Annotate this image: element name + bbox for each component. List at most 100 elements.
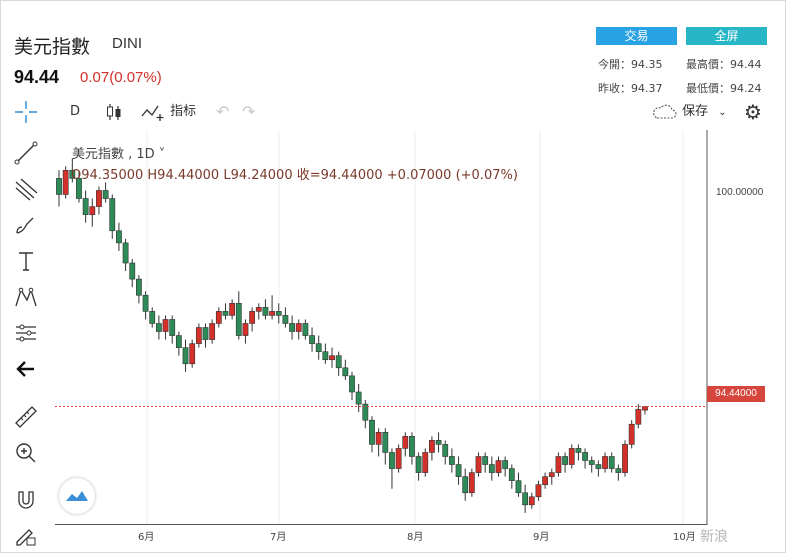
candle-body [229, 303, 236, 316]
gear-icon: ⚙ [744, 100, 762, 124]
pattern-icon [15, 287, 37, 307]
candle-body [582, 452, 588, 461]
candle-body [189, 343, 196, 365]
x-axis-label: 10月 [673, 532, 696, 543]
candle-body [355, 391, 362, 405]
text-icon [19, 252, 33, 271]
candle [315, 335, 322, 360]
indicators-button[interactable]: 指标 [140, 96, 196, 128]
candle-body [289, 323, 295, 332]
candle-body [222, 311, 229, 316]
high-stat: 最高價：94.44 [686, 58, 762, 71]
candle-body [462, 476, 469, 494]
candle-body [369, 419, 375, 445]
tradingview-logo[interactable] [59, 478, 95, 514]
lock-draw-tool[interactable] [8, 520, 44, 550]
last-price: 94.44 [14, 67, 60, 87]
candle-body [82, 198, 89, 215]
candle-body [435, 440, 442, 445]
candle-body [149, 311, 156, 324]
candle-body [282, 315, 289, 324]
candle-body [389, 452, 395, 469]
crosshair-tool[interactable] [12, 96, 40, 128]
redo-button[interactable]: ↷ [242, 102, 256, 121]
candle [588, 456, 595, 473]
candle [329, 347, 335, 368]
candle-body [442, 444, 449, 457]
candle-body [275, 311, 282, 316]
candle-body [502, 460, 509, 469]
candle [382, 428, 389, 465]
candle [608, 452, 615, 473]
candle-body [56, 178, 62, 195]
ruler-tool[interactable] [8, 402, 44, 432]
candle [56, 170, 62, 207]
save-label: 保存 [682, 104, 709, 119]
candle [129, 258, 136, 288]
candle-body [122, 242, 129, 264]
candle [415, 452, 422, 481]
candle-style-button[interactable] [104, 96, 124, 128]
price-change: 0.07(0.07%) [80, 69, 162, 86]
pitchfork-tool[interactable] [8, 174, 44, 204]
candle [448, 448, 455, 473]
candle [155, 315, 162, 340]
measure-tool[interactable] [8, 318, 44, 348]
candle-body [475, 456, 482, 473]
x-axis-label: 6月 [138, 532, 155, 543]
candle [389, 448, 395, 489]
x-axis-label: 8月 [407, 532, 424, 543]
grid-lines [55, 130, 708, 525]
candle [635, 404, 642, 429]
back-tool[interactable] [8, 354, 44, 384]
pattern-tool[interactable] [8, 282, 44, 312]
text-tool[interactable] [8, 246, 44, 276]
candle [642, 406, 648, 415]
candle [302, 319, 309, 340]
candle [102, 182, 109, 203]
fullscreen-button[interactable]: 全屏 [686, 27, 767, 45]
candle [475, 452, 482, 477]
candle [628, 420, 635, 449]
candle-body [295, 323, 302, 332]
candle-body [555, 456, 562, 473]
zoom-tool[interactable] [8, 438, 44, 468]
candle [275, 303, 282, 324]
candle-body [409, 436, 415, 457]
candle-body [96, 190, 102, 207]
candle-body [495, 460, 502, 473]
chevron-down-icon: ⌄ [718, 107, 727, 118]
candle-body [522, 492, 529, 506]
interval-selector[interactable]: D [70, 104, 81, 119]
brush-tool[interactable] [8, 210, 44, 240]
candle-body [315, 343, 322, 352]
chart-toolbar: D 指标 ↶ ↷ 保存 ⌄ ⚙ [0, 96, 786, 128]
candle-body [269, 311, 275, 316]
candle [409, 432, 415, 465]
trendline-tool[interactable] [8, 138, 44, 168]
candle [548, 468, 555, 485]
candle [215, 307, 222, 328]
candle [595, 460, 602, 477]
save-button[interactable]: 保存 ⌄ [650, 96, 727, 128]
settings-button[interactable]: ⚙ [744, 96, 762, 128]
candle [369, 416, 375, 453]
candle [69, 158, 76, 183]
undo-button[interactable]: ↶ [216, 102, 230, 121]
candle [482, 452, 489, 473]
pitchfork-icon [15, 178, 38, 201]
candle [462, 468, 469, 501]
candle-body [195, 327, 202, 344]
candle-body [209, 323, 216, 340]
candle-body [422, 452, 429, 473]
candle [395, 444, 402, 473]
candle-body [548, 472, 555, 477]
candle-body [482, 456, 489, 465]
magnet-tool[interactable] [8, 486, 44, 516]
candle [116, 222, 122, 251]
price-chart[interactable] [55, 130, 785, 525]
trade-button[interactable]: 交易 [596, 27, 677, 45]
candle-body [562, 456, 568, 465]
candle-body [329, 355, 335, 361]
legend-title[interactable]: 美元指數 , 1D ˅ [72, 147, 166, 162]
